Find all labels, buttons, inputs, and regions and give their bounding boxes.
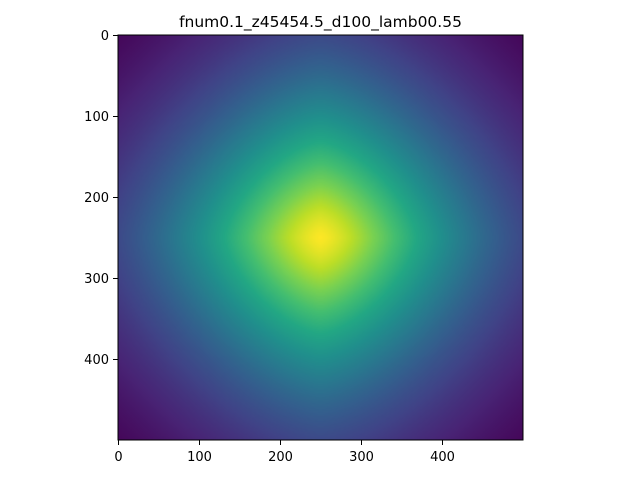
x-tick-label: 200 [268, 450, 293, 465]
y-tick-label: 0 [101, 29, 109, 44]
y-axis: 0 100 200 300 400 [84, 29, 118, 368]
x-tick-label: 300 [349, 450, 374, 465]
x-tick-label: 400 [430, 450, 455, 465]
y-tick-label: 400 [84, 353, 109, 368]
x-tick-label: 100 [187, 450, 212, 465]
plot-frame [117, 34, 524, 441]
x-tick-label: 0 [114, 450, 122, 465]
heatmap-image [118, 35, 523, 440]
x-axis: 0 100 200 300 400 [114, 440, 455, 465]
chart-title: fnum0.1_z45454.5_d100_lamb00.55 [179, 13, 462, 32]
y-tick-label: 300 [84, 272, 109, 287]
heatmap-area [118, 35, 523, 440]
y-tick-label: 100 [84, 110, 109, 125]
y-tick-label: 200 [84, 191, 109, 206]
